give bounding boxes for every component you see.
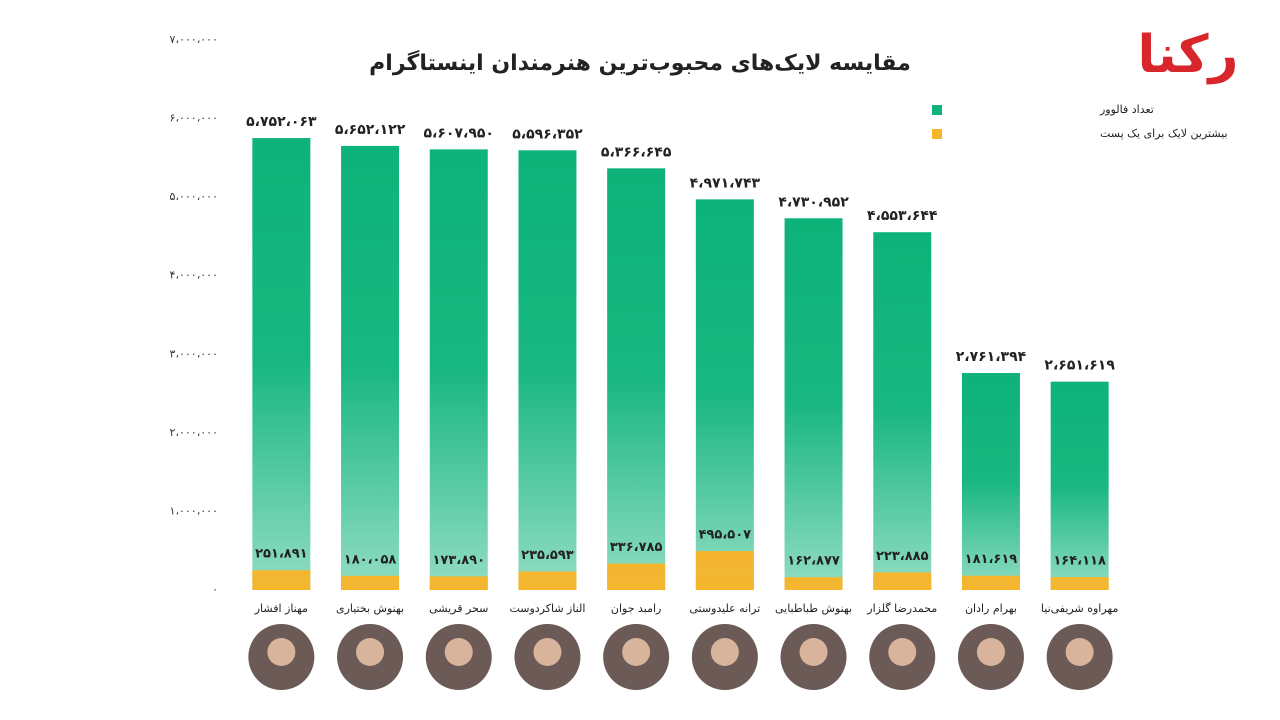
data-label: ۲۳۵،۵۹۳ [521,548,574,563]
bar [518,150,577,590]
bar [784,577,843,590]
data-label: ۵،۷۵۲،۰۶۳ [246,114,317,130]
x-tick-label: ترانه علیدوستی [689,602,760,615]
y-tick-label: ۰ [212,583,218,596]
y-tick-label: ۳،۰۰۰،۰۰۰ [170,347,218,360]
bar [695,551,754,590]
x-tick-label: بهنوش بختیاری [336,602,404,615]
bar [1050,381,1109,590]
photo-face [622,638,651,666]
y-tick-label: ۷،۰۰۰،۰۰۰ [170,33,218,46]
data-label: ۱۸۱،۶۱۹ [965,552,1018,567]
bar [429,149,488,590]
photo-face [267,638,296,666]
data-label: ۳۳۶،۷۸۵ [610,540,663,555]
logo: رکنا [1138,25,1239,85]
data-label: ۱۶۴،۱۱۸ [1053,554,1106,569]
bar [695,199,754,591]
legend-label: تعداد فالوور [1099,103,1154,116]
y-tick-label: ۱،۰۰۰،۰۰۰ [170,504,218,517]
bar [1050,577,1109,590]
data-label: ۲،۷۶۱،۳۹۴ [956,349,1027,365]
data-label: ۵،۳۶۶،۶۴۵ [601,144,672,160]
bar [518,571,577,590]
data-label: ۵،۶۵۲،۱۲۲ [335,122,406,138]
data-label: ۴،۷۳۰،۹۵۲ [778,194,849,210]
y-tick-label: ۵،۰۰۰،۰۰۰ [170,190,218,203]
x-tick-label: بهنوش طباطبایی [775,602,852,615]
bar [873,572,932,590]
data-label: ۱۶۲،۸۷۷ [787,554,840,569]
bar [607,563,666,590]
data-label: ۲۵۱،۸۹۱ [255,547,308,562]
photo-face [799,638,828,666]
x-tick-label: مهناز افشار [254,602,308,615]
x-tick-label: الناز شاکردوست [509,602,585,615]
x-tick-label: سحر قریشی [429,602,488,615]
data-label: ۵،۶۰۷،۹۵۰ [424,125,494,141]
y-tick-label: ۴،۰۰۰،۰۰۰ [170,269,218,282]
data-label: ۲،۶۵۱،۶۱۹ [1044,358,1115,374]
x-tick-label: مهراوه شریفی‌نیا [1041,602,1119,615]
y-tick-label: ۶،۰۰۰،۰۰۰ [170,112,218,125]
bar [252,138,311,591]
bar [607,168,666,591]
data-label: ۵،۵۹۶،۳۵۲ [512,126,583,142]
data-label: ۱۷۳،۸۹۰ [432,553,485,568]
x-tick-label: بهرام رادان [965,602,1017,615]
x-tick-label: محمدرضا گلزار [866,602,937,615]
photo-face [356,638,385,666]
legend-label: بیشترین لایک برای یک پست [1100,127,1228,140]
bar [341,575,400,590]
legend-swatch [932,105,942,115]
x-tick-label: رامبد جوان [611,602,661,615]
photo-face [888,638,917,666]
data-label: ۲۲۳،۸۸۵ [876,549,929,564]
bar [252,570,311,590]
bar [961,373,1020,590]
bar [873,232,932,590]
bar [784,218,843,590]
legend-swatch [932,129,942,139]
photo-face [710,638,739,666]
bar [341,145,400,590]
data-label: ۴۹۵،۵۰۷ [699,528,752,543]
photo-face [533,638,562,666]
data-label: ۴،۵۵۳،۶۴۴ [867,208,938,224]
y-tick-label: ۲،۰۰۰،۰۰۰ [170,426,218,439]
bar [429,576,488,590]
data-label: ۱۸۰،۰۵۸ [344,552,397,567]
bar [961,575,1020,590]
chart-title: مقایسه لایک‌های محبوب‌ترین هنرمندان اینس… [369,49,911,76]
photo-face [976,638,1005,666]
data-label: ۴،۹۷۱،۷۴۳ [690,175,761,191]
photo-face [1065,638,1094,666]
photo-face [444,638,473,666]
